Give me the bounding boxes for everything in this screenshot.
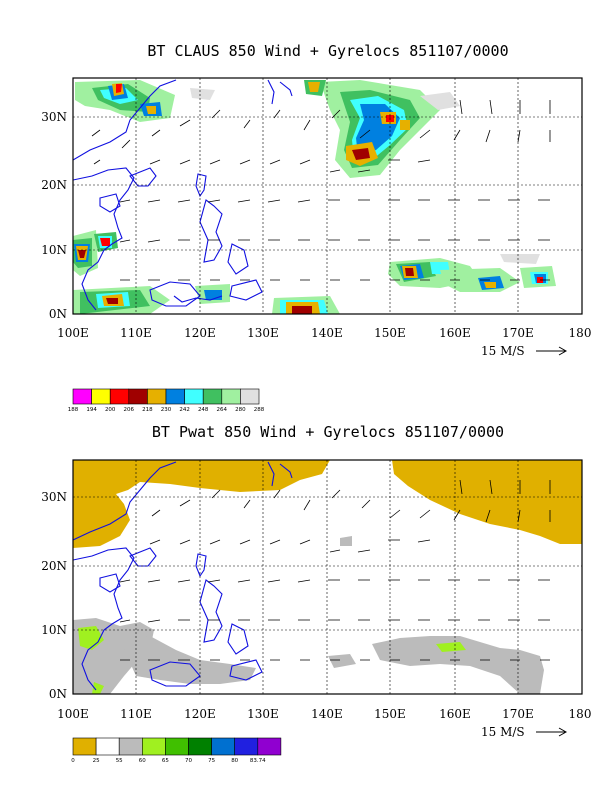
bottom-colorbar-label: 83.74	[250, 758, 266, 764]
top-colorbar-label: 194	[86, 407, 97, 413]
top-lat-label: 0N	[49, 307, 67, 321]
bottom-lon-label: 170E	[502, 707, 534, 721]
bottom-colorbar-label: 0	[71, 758, 75, 764]
top-colorbar-label: 200	[105, 407, 116, 413]
top-colorbar-label: 242	[179, 407, 190, 413]
bottom-map-frame	[72, 459, 583, 695]
bottom-colorbar-swatch	[165, 737, 189, 756]
bottom-colorbar-label: 25	[93, 758, 100, 764]
bottom-colorbar-swatch	[72, 737, 97, 756]
top-lon-label: 180	[569, 326, 592, 340]
top-colorbar-label: 230	[161, 407, 172, 413]
top-colorbar-label: 264	[217, 407, 228, 413]
top-colorbar-swatch	[240, 388, 260, 405]
bottom-colorbar-swatch	[257, 737, 282, 756]
bottom-colorbar-swatch	[234, 737, 259, 756]
top-vector-ref-label: 15 M/S	[481, 344, 525, 358]
top-lon-label: 120E	[184, 326, 216, 340]
top-map: BT CLAUS 850 Wind + Gyrelocs 851107/0000	[41, 42, 591, 413]
top-lon-label: 130E	[247, 326, 279, 340]
top-colorbar-label: 218	[142, 407, 153, 413]
bottom-map: BT Pwat 850 Wind + Gyrelocs 851107/0000	[41, 423, 591, 764]
top-vector-ref-arrow	[536, 346, 568, 356]
bottom-colorbar-label: 75	[208, 758, 215, 764]
top-lon-label: 170E	[502, 326, 534, 340]
bottom-lon-label: 130E	[247, 707, 279, 721]
top-map-frame	[72, 77, 583, 315]
bottom-lon-label: 110E	[120, 707, 152, 721]
top-colorbar-swatch	[165, 388, 185, 405]
coastlines	[73, 461, 293, 691]
top-map-grid	[73, 78, 582, 314]
bottom-colorbar-label: 80	[231, 758, 238, 764]
top-colorbar-swatch	[147, 388, 167, 405]
bottom-lat-label: 30N	[41, 490, 67, 504]
bottom-colorbar: 0 25 55 60 65 70 75 80 83.74	[71, 737, 282, 764]
precipitable-water-shading	[73, 460, 582, 694]
bottom-colorbar-label: 55	[116, 758, 123, 764]
top-colorbar-label: 188	[68, 407, 79, 413]
bottom-vector-ref-label: 15 M/S	[481, 725, 525, 739]
top-lon-label: 140E	[311, 326, 343, 340]
bottom-lat-label: 20N	[41, 559, 67, 573]
top-colorbar-swatch	[202, 388, 223, 405]
top-lat-label: 20N	[41, 178, 67, 192]
top-lat-label: 30N	[41, 110, 67, 124]
bottom-lon-label: 140E	[311, 707, 343, 721]
top-map-title: BT CLAUS 850 Wind + Gyrelocs 851107/0000	[147, 42, 508, 60]
top-colorbar-label: 206	[124, 407, 135, 413]
top-lon-label: 160E	[439, 326, 471, 340]
top-colorbar-swatch	[128, 388, 148, 405]
bottom-colorbar-swatch	[118, 737, 143, 756]
bottom-colorbar-swatch	[188, 737, 212, 756]
bottom-colorbar-label: 70	[185, 758, 192, 764]
top-lon-label: 110E	[120, 326, 152, 340]
wind-vectors	[91, 99, 551, 281]
top-lon-label: 150E	[374, 326, 406, 340]
top-colorbar-swatch	[184, 388, 204, 405]
bottom-colorbar-label: 65	[162, 758, 169, 764]
top-colorbar-label: 280	[235, 407, 246, 413]
bottom-map-grid	[73, 460, 582, 694]
bottom-lat-label: 10N	[41, 623, 67, 637]
bottom-lon-label: 180	[569, 707, 592, 721]
top-colorbar-swatch	[109, 388, 130, 405]
bottom-colorbar-swatch	[142, 737, 166, 756]
top-lat-label: 10N	[41, 243, 67, 257]
top-colorbar-swatch	[72, 388, 92, 405]
bottom-map-field	[73, 460, 582, 694]
wind-vectors	[119, 479, 551, 661]
bottom-vector-ref-arrow	[536, 727, 568, 737]
top-colorbar-label: 248	[198, 407, 209, 413]
bottom-colorbar-swatch	[95, 737, 120, 756]
coastlines	[73, 79, 293, 311]
bottom-lon-label: 150E	[374, 707, 406, 721]
top-colorbar-swatch	[91, 388, 111, 405]
bottom-lon-label: 120E	[184, 707, 216, 721]
cloud-shading	[73, 80, 556, 314]
top-colorbar-swatch	[221, 388, 241, 405]
bottom-colorbar-label: 60	[139, 758, 146, 764]
top-lon-label: 100E	[57, 326, 89, 340]
top-map-field	[73, 79, 556, 314]
bottom-lon-label: 160E	[439, 707, 471, 721]
top-colorbar: 188 194 200 206 218 230 242 248 264 280 288	[68, 388, 265, 413]
bottom-map-title: BT Pwat 850 Wind + Gyrelocs 851107/0000	[152, 423, 504, 441]
top-colorbar-label: 288	[254, 407, 265, 413]
bottom-lat-label: 0N	[49, 687, 67, 701]
bottom-lon-label: 100E	[57, 707, 89, 721]
bottom-colorbar-swatch	[211, 737, 236, 756]
